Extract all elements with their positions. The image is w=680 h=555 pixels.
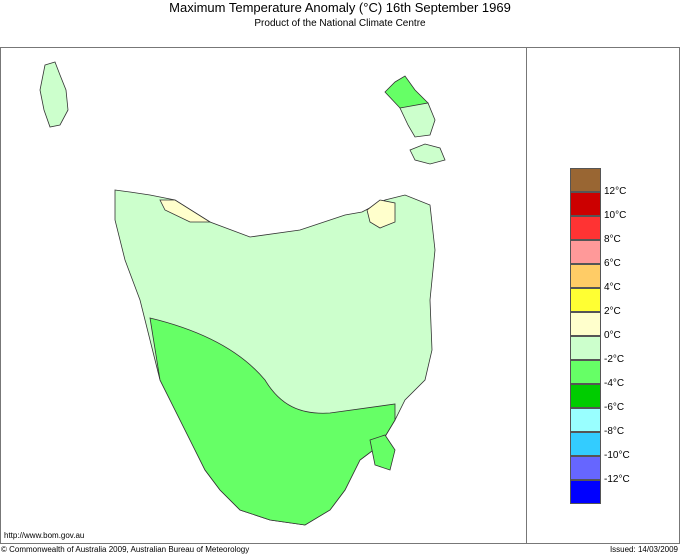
legend-label: -8°C (604, 426, 625, 437)
legend-label: -2°C (604, 354, 625, 365)
legend-swatch (570, 288, 601, 312)
flinders-island-north (384, 75, 429, 109)
cape-barren-island (409, 143, 446, 165)
legend-swatch (570, 312, 601, 336)
legend-swatch (570, 480, 601, 504)
legend-swatch (570, 240, 601, 264)
legend-swatch (570, 336, 601, 360)
legend-label: 0°C (604, 330, 621, 341)
legend-label: 10°C (604, 210, 627, 221)
legend-swatch (570, 384, 601, 408)
map-title: Maximum Temperature Anomaly (°C) 16th Se… (169, 0, 511, 15)
flinders-island-south (399, 102, 436, 138)
legend-label: -6°C (604, 402, 625, 413)
legend-swatch (570, 264, 601, 288)
legend-swatch (570, 456, 601, 480)
south-west-region (149, 317, 396, 526)
north-coast-patch-west (159, 199, 212, 223)
legend-label: -10°C (604, 450, 630, 461)
legend-swatch (570, 432, 601, 456)
legend-swatch (570, 408, 601, 432)
legend-label: -12°C (604, 474, 630, 485)
tasmania-map (39, 61, 446, 526)
legend-swatch (570, 216, 601, 240)
legend-swatch (570, 192, 601, 216)
legend-label: 12°C (604, 186, 627, 197)
south-east-islands (369, 434, 396, 471)
king-island (39, 61, 69, 128)
legend-label: 8°C (604, 234, 621, 245)
copyright: © Commonwealth of Australia 2009, Austra… (1, 545, 250, 554)
legend-swatch (570, 360, 601, 384)
legend-divider (526, 47, 527, 543)
legend-label: 6°C (604, 258, 621, 269)
map-subtitle: Product of the National Climate Centre (254, 18, 426, 29)
north-coast-patch-east (366, 199, 396, 229)
legend-swatch (570, 168, 601, 192)
source-url[interactable]: http://www.bom.gov.au (4, 531, 85, 540)
legend-label: -4°C (604, 378, 625, 389)
legend-label: 4°C (604, 282, 621, 293)
issued-date: Issued: 14/03/2009 (609, 545, 678, 554)
legend-label: 2°C (604, 306, 621, 317)
